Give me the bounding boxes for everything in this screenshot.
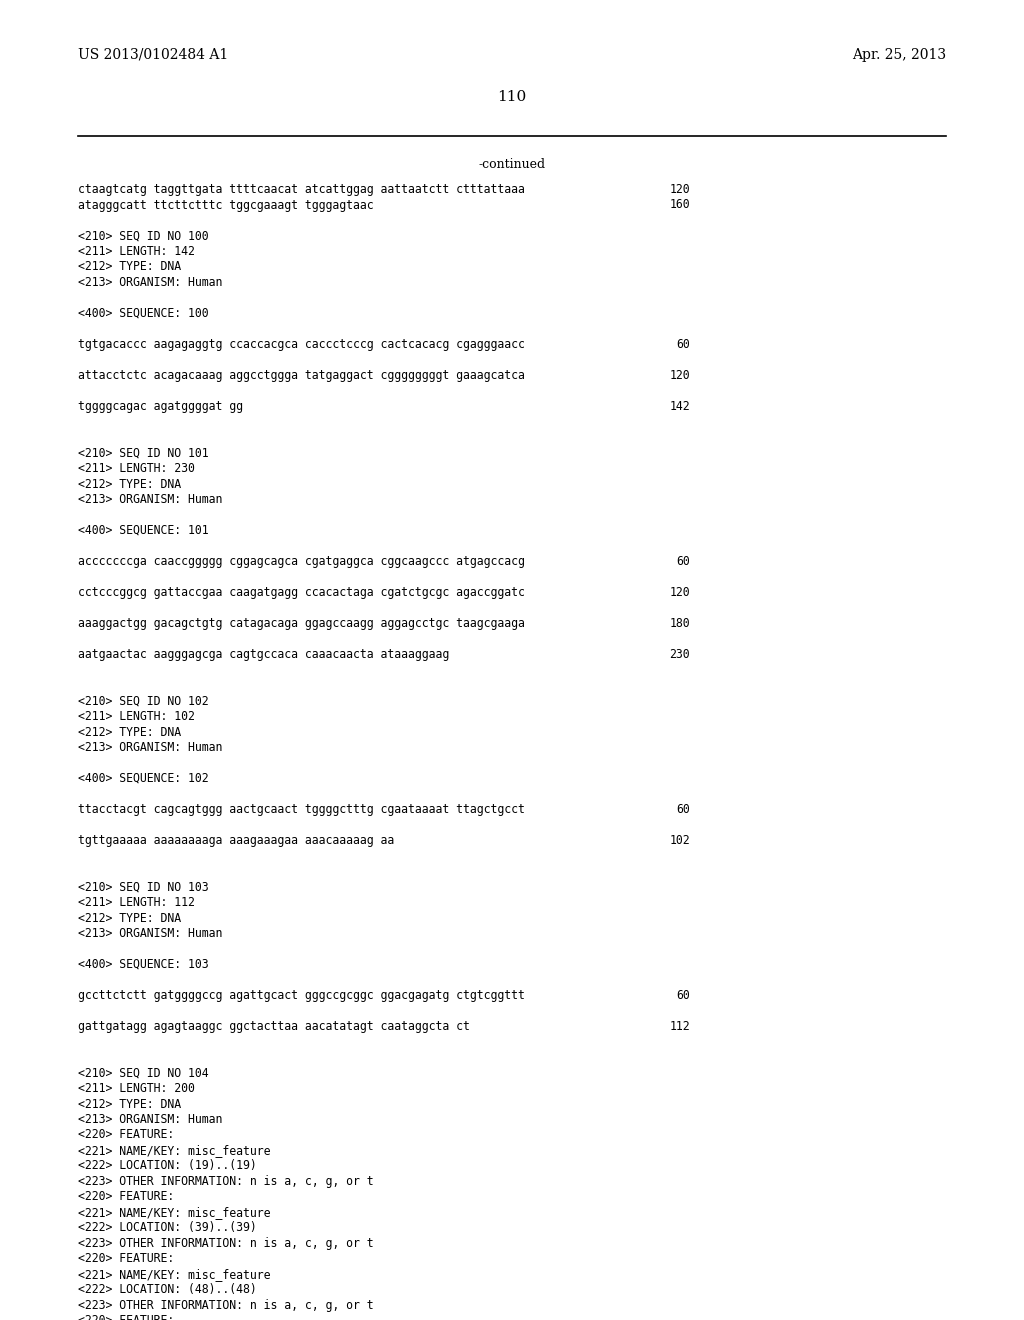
Text: <210> SEQ ID NO 100: <210> SEQ ID NO 100	[78, 230, 209, 243]
Text: <223> OTHER INFORMATION: n is a, c, g, or t: <223> OTHER INFORMATION: n is a, c, g, o…	[78, 1299, 374, 1312]
Text: ttacctacgt cagcagtggg aactgcaact tggggctttg cgaataaaat ttagctgcct: ttacctacgt cagcagtggg aactgcaact tggggct…	[78, 803, 525, 816]
Text: gccttctctt gatggggccg agattgcact gggccgcggc ggacgagatg ctgtcggttt: gccttctctt gatggggccg agattgcact gggccgc…	[78, 989, 525, 1002]
Text: tggggcagac agatggggat gg: tggggcagac agatggggat gg	[78, 400, 243, 413]
Text: 60: 60	[676, 989, 690, 1002]
Text: <400> SEQUENCE: 102: <400> SEQUENCE: 102	[78, 772, 209, 785]
Text: aatgaactac aagggagcga cagtgccaca caaacaacta ataaaggaag: aatgaactac aagggagcga cagtgccaca caaacaa…	[78, 648, 450, 661]
Text: 60: 60	[676, 338, 690, 351]
Text: 142: 142	[670, 400, 690, 413]
Text: Apr. 25, 2013: Apr. 25, 2013	[852, 48, 946, 62]
Text: 60: 60	[676, 803, 690, 816]
Text: <210> SEQ ID NO 104: <210> SEQ ID NO 104	[78, 1067, 209, 1080]
Text: <212> TYPE: DNA: <212> TYPE: DNA	[78, 1097, 181, 1110]
Text: <221> NAME/KEY: misc_feature: <221> NAME/KEY: misc_feature	[78, 1206, 270, 1218]
Text: <210> SEQ ID NO 102: <210> SEQ ID NO 102	[78, 694, 209, 708]
Text: 120: 120	[670, 370, 690, 381]
Text: aaaggactgg gacagctgtg catagacaga ggagccaagg aggagcctgc taagcgaaga: aaaggactgg gacagctgtg catagacaga ggagcca…	[78, 616, 525, 630]
Text: <222> LOCATION: (19)..(19): <222> LOCATION: (19)..(19)	[78, 1159, 257, 1172]
Text: atagggcatt ttcttctttc tggcgaaagt tgggagtaac: atagggcatt ttcttctttc tggcgaaagt tgggagt…	[78, 198, 374, 211]
Text: <210> SEQ ID NO 101: <210> SEQ ID NO 101	[78, 446, 209, 459]
Text: -continued: -continued	[478, 158, 546, 172]
Text: <222> LOCATION: (39)..(39): <222> LOCATION: (39)..(39)	[78, 1221, 257, 1234]
Text: 110: 110	[498, 90, 526, 104]
Text: 160: 160	[670, 198, 690, 211]
Text: <400> SEQUENCE: 101: <400> SEQUENCE: 101	[78, 524, 209, 537]
Text: acccccccga caaccggggg cggagcagca cgatgaggca cggcaagccc atgagccacg: acccccccga caaccggggg cggagcagca cgatgag…	[78, 554, 525, 568]
Text: <220> FEATURE:: <220> FEATURE:	[78, 1253, 174, 1266]
Text: <223> OTHER INFORMATION: n is a, c, g, or t: <223> OTHER INFORMATION: n is a, c, g, o…	[78, 1175, 374, 1188]
Text: <213> ORGANISM: Human: <213> ORGANISM: Human	[78, 1113, 222, 1126]
Text: 230: 230	[670, 648, 690, 661]
Text: ctaagtcatg taggttgata ttttcaacat atcattggag aattaatctt ctttattaaa: ctaagtcatg taggttgata ttttcaacat atcattg…	[78, 183, 525, 195]
Text: <212> TYPE: DNA: <212> TYPE: DNA	[78, 912, 181, 924]
Text: cctcccggcg gattaccgaa caagatgagg ccacactaga cgatctgcgc agaccggatc: cctcccggcg gattaccgaa caagatgagg ccacact…	[78, 586, 525, 599]
Text: US 2013/0102484 A1: US 2013/0102484 A1	[78, 48, 228, 62]
Text: <213> ORGANISM: Human: <213> ORGANISM: Human	[78, 927, 222, 940]
Text: <210> SEQ ID NO 103: <210> SEQ ID NO 103	[78, 880, 209, 894]
Text: <211> LENGTH: 230: <211> LENGTH: 230	[78, 462, 195, 475]
Text: <212> TYPE: DNA: <212> TYPE: DNA	[78, 260, 181, 273]
Text: <220> FEATURE:: <220> FEATURE:	[78, 1191, 174, 1204]
Text: 120: 120	[670, 183, 690, 195]
Text: 112: 112	[670, 1020, 690, 1034]
Text: <211> LENGTH: 200: <211> LENGTH: 200	[78, 1082, 195, 1096]
Text: <221> NAME/KEY: misc_feature: <221> NAME/KEY: misc_feature	[78, 1269, 270, 1280]
Text: 102: 102	[670, 834, 690, 847]
Text: <220> FEATURE:: <220> FEATURE:	[78, 1129, 174, 1142]
Text: attacctctc acagacaaag aggcctggga tatgaggact cggggggggt gaaagcatca: attacctctc acagacaaag aggcctggga tatgagg…	[78, 370, 525, 381]
Text: <213> ORGANISM: Human: <213> ORGANISM: Human	[78, 492, 222, 506]
Text: <213> ORGANISM: Human: <213> ORGANISM: Human	[78, 276, 222, 289]
Text: <400> SEQUENCE: 100: <400> SEQUENCE: 100	[78, 308, 209, 319]
Text: 120: 120	[670, 586, 690, 599]
Text: <400> SEQUENCE: 103: <400> SEQUENCE: 103	[78, 958, 209, 972]
Text: 180: 180	[670, 616, 690, 630]
Text: 60: 60	[676, 554, 690, 568]
Text: <211> LENGTH: 142: <211> LENGTH: 142	[78, 246, 195, 257]
Text: gattgatagg agagtaaggc ggctacttaa aacatatagt caataggcta ct: gattgatagg agagtaaggc ggctacttaa aacatat…	[78, 1020, 470, 1034]
Text: <212> TYPE: DNA: <212> TYPE: DNA	[78, 478, 181, 491]
Text: <211> LENGTH: 112: <211> LENGTH: 112	[78, 896, 195, 909]
Text: <213> ORGANISM: Human: <213> ORGANISM: Human	[78, 741, 222, 754]
Text: <220> FEATURE:: <220> FEATURE:	[78, 1315, 174, 1320]
Text: <222> LOCATION: (48)..(48): <222> LOCATION: (48)..(48)	[78, 1283, 257, 1296]
Text: <223> OTHER INFORMATION: n is a, c, g, or t: <223> OTHER INFORMATION: n is a, c, g, o…	[78, 1237, 374, 1250]
Text: <211> LENGTH: 102: <211> LENGTH: 102	[78, 710, 195, 723]
Text: <212> TYPE: DNA: <212> TYPE: DNA	[78, 726, 181, 738]
Text: tgtgacaccc aagagaggtg ccaccacgca caccctcccg cactcacacg cgagggaacc: tgtgacaccc aagagaggtg ccaccacgca caccctc…	[78, 338, 525, 351]
Text: <221> NAME/KEY: misc_feature: <221> NAME/KEY: misc_feature	[78, 1144, 270, 1158]
Text: tgttgaaaaa aaaaaaaaga aaagaaagaa aaacaaaaag aa: tgttgaaaaa aaaaaaaaga aaagaaagaa aaacaaa…	[78, 834, 394, 847]
